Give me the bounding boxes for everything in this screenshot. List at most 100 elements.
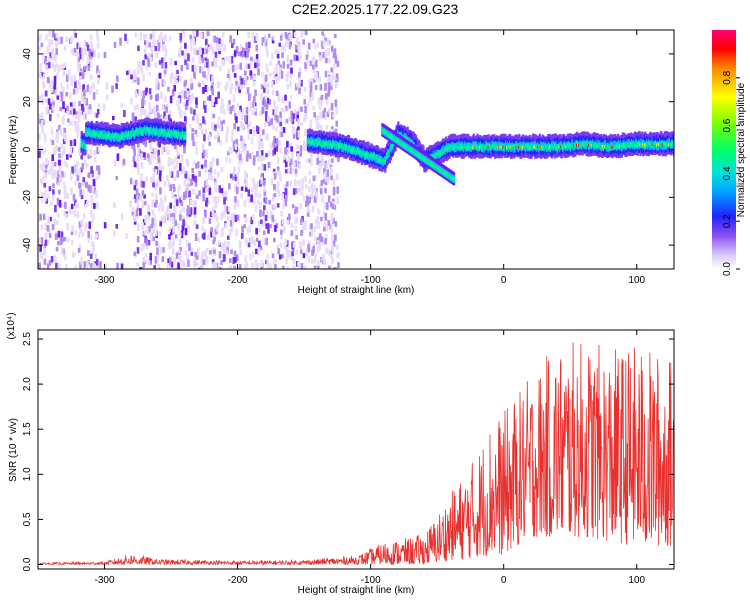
- snr-panel: -300 -200 -100 0 100 0.00.51.01.52.02.5 Heig…: [6, 312, 675, 596]
- noise-cell: [64, 107, 68, 113]
- noise-cell: [244, 54, 248, 61]
- noise-cell: [132, 76, 135, 84]
- noise-cell: [53, 218, 57, 225]
- noise-cell: [179, 163, 182, 172]
- noise-cell: [177, 249, 181, 254]
- noise-cell: [249, 253, 252, 261]
- noise-cell: [192, 140, 195, 147]
- noise-cell: [212, 261, 215, 269]
- noise-cell: [174, 156, 178, 162]
- noise-cell: [153, 147, 157, 156]
- noise-cell: [78, 41, 81, 50]
- noise-cell: [322, 211, 326, 219]
- noise-cell: [281, 265, 285, 269]
- noise-cell: [234, 64, 238, 71]
- noise-cell: [89, 253, 93, 259]
- noise-cell: [78, 244, 82, 249]
- noise-cell: [280, 210, 283, 217]
- noise-cell: [294, 216, 298, 225]
- noise-cell: [266, 97, 270, 105]
- noise-cell: [274, 67, 278, 75]
- noise-cell: [173, 258, 176, 263]
- noise-cell: [330, 80, 334, 86]
- noise-cell: [210, 227, 213, 232]
- noise-cell: [167, 180, 171, 188]
- noise-cell: [80, 91, 84, 99]
- noise-cell: [268, 263, 272, 269]
- noise-cell: [93, 50, 97, 57]
- noise-cell: [233, 123, 236, 130]
- noise-cell: [188, 179, 191, 185]
- noise-cell: [332, 189, 336, 196]
- noise-cell: [175, 161, 179, 169]
- noise-cell: [225, 205, 228, 213]
- noise-cell: [304, 86, 307, 92]
- noise-cell: [194, 233, 198, 242]
- noise-cell: [156, 104, 159, 112]
- noise-cell: [161, 79, 165, 87]
- noise-cell: [60, 64, 63, 71]
- noise-cell: [69, 140, 73, 147]
- noise-cell: [105, 81, 109, 90]
- noise-cell: [297, 106, 301, 112]
- noise-cell: [182, 166, 185, 174]
- noise-cell: [320, 216, 323, 222]
- noise-cell: [299, 244, 303, 250]
- noise-cell: [242, 77, 245, 84]
- noise-cell: [286, 254, 289, 261]
- noise-cell: [232, 168, 236, 177]
- noise-cell: [142, 256, 145, 262]
- noise-cell: [39, 252, 42, 259]
- y-tick-label: 2.5: [22, 332, 33, 346]
- noise-cell: [270, 118, 273, 126]
- noise-cell: [331, 158, 334, 163]
- noise-cell: [134, 105, 137, 111]
- noise-cell: [292, 113, 296, 120]
- noise-cell: [280, 70, 284, 79]
- noise-cell: [316, 239, 320, 248]
- noise-cell: [54, 257, 57, 263]
- noise-cell: [312, 243, 316, 248]
- noise-cell: [70, 231, 74, 236]
- noise-cell: [197, 267, 201, 269]
- noise-cell: [39, 164, 43, 169]
- noise-cell: [169, 257, 172, 266]
- noise-cell: [150, 147, 153, 153]
- noise-cell: [326, 38, 330, 47]
- noise-cell: [155, 229, 158, 236]
- noise-cell: [294, 188, 298, 194]
- noise-cell: [244, 62, 248, 69]
- noise-cell: [194, 175, 197, 183]
- noise-cell: [314, 174, 317, 181]
- noise-cell: [325, 163, 329, 168]
- noise-cell: [66, 109, 69, 115]
- noise-cell: [202, 193, 205, 202]
- noise-cell: [300, 191, 304, 196]
- noise-cell: [206, 86, 210, 92]
- noise-cell: [328, 108, 331, 114]
- noise-cell: [137, 167, 140, 175]
- noise-cell: [267, 33, 271, 38]
- noise-cell: [147, 212, 151, 217]
- noise-cell: [311, 188, 315, 195]
- noise-cell: [304, 61, 307, 69]
- noise-cell: [324, 187, 327, 194]
- noise-cell: [267, 114, 270, 122]
- noise-cell: [83, 89, 86, 97]
- noise-cell: [193, 41, 196, 47]
- noise-cell: [65, 36, 69, 43]
- noise-cell: [184, 173, 187, 179]
- noise-cell: [50, 127, 54, 136]
- noise-cell: [193, 207, 197, 215]
- noise-cell: [202, 259, 206, 265]
- noise-cell: [275, 138, 279, 147]
- noise-cell: [255, 237, 259, 242]
- noise-cell: [152, 40, 155, 47]
- noise-cell: [69, 146, 73, 155]
- noise-cell: [271, 53, 274, 60]
- noise-cell: [233, 167, 237, 172]
- noise-cell: [334, 234, 337, 242]
- noise-cell: [231, 105, 235, 112]
- noise-cell: [166, 263, 170, 269]
- noise-cell: [58, 199, 62, 208]
